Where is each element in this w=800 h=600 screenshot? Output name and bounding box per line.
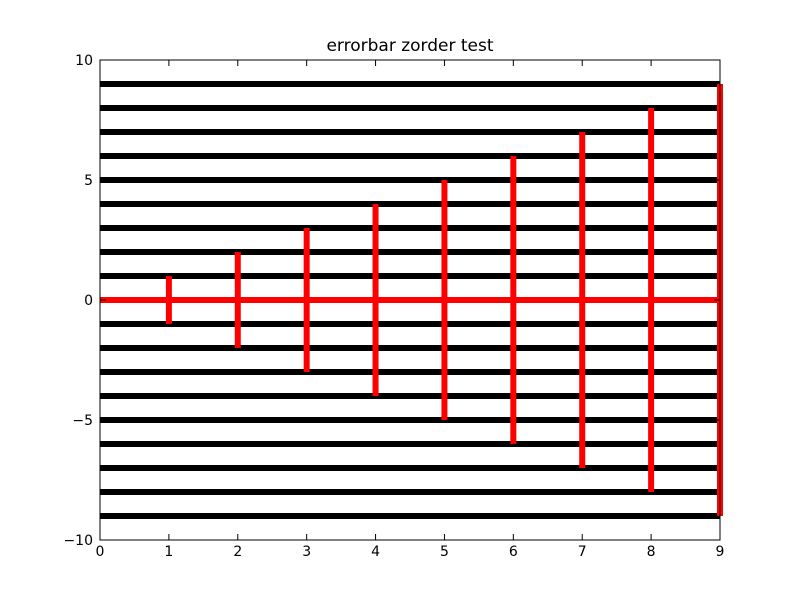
errorbar-layer bbox=[100, 84, 723, 516]
x-tick-label: 2 bbox=[233, 544, 242, 560]
x-tick-label: 7 bbox=[578, 544, 587, 560]
x-tick-label: 9 bbox=[716, 544, 725, 560]
y-tick-label: 0 bbox=[84, 293, 93, 309]
axis-ticks-layer: 0 1 2 3 4 5 6 7 8 9 −10 −5 0 5 10 bbox=[63, 53, 724, 560]
y-tick-label: −5 bbox=[72, 413, 93, 429]
x-tick-label: 5 bbox=[440, 544, 449, 560]
x-tick-label: 6 bbox=[509, 544, 518, 560]
x-tick-label: 4 bbox=[371, 544, 380, 560]
x-tick-label: 3 bbox=[302, 544, 311, 560]
horizontal-lines-layer bbox=[100, 81, 720, 519]
y-tick-label: −10 bbox=[63, 533, 93, 549]
x-tick-label: 1 bbox=[164, 544, 173, 560]
x-tick-label: 0 bbox=[96, 544, 105, 560]
y-tick-label: 5 bbox=[84, 173, 93, 189]
chart-title: errorbar zorder test bbox=[326, 36, 493, 56]
y-tick-label: 10 bbox=[75, 53, 93, 69]
x-tick-label: 8 bbox=[647, 544, 656, 560]
